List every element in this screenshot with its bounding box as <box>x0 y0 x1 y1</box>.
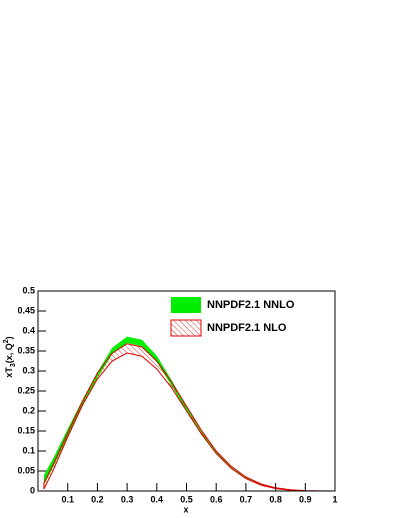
y-tick-label: 0.5 <box>22 285 35 295</box>
y-tick-label: 0.3 <box>22 365 35 375</box>
x-tick-label: 1 <box>332 494 337 504</box>
legend-swatch <box>171 297 201 313</box>
band-area <box>43 343 336 492</box>
y-tick-label: 0.45 <box>17 305 35 315</box>
y-label-part: xT <box>4 367 14 378</box>
x-tick-label: 0.8 <box>269 494 282 504</box>
legend-swatch <box>170 319 202 337</box>
x-tick-label: 0.3 <box>121 494 134 504</box>
x-tick-label: 0.7 <box>240 494 253 504</box>
y-tick-label: 0.4 <box>22 325 35 335</box>
y-tick-label: 0.25 <box>17 385 35 395</box>
y-axis-label: xT3(x, Q2) <box>3 336 17 377</box>
x-tick-label: 0.1 <box>61 494 74 504</box>
y-tick-label: 0.05 <box>17 465 35 475</box>
y-tick-label: 0.15 <box>17 425 35 435</box>
y-tick-label: 0.35 <box>17 345 35 355</box>
x-tick-label: 0.5 <box>180 494 193 504</box>
x-tick-label: 0.6 <box>210 494 223 504</box>
y-label-part: (x, Q <box>4 343 14 363</box>
y-label-part: ) <box>4 336 14 339</box>
legend-label: NNPDF2.1 NNLO <box>207 299 295 311</box>
y-label-part: 3 <box>10 363 17 367</box>
y-tick-label: 0.1 <box>22 445 35 455</box>
y-tick-label: 0.2 <box>22 405 35 415</box>
x-axis-label: x <box>183 504 188 514</box>
x-tick-label: 0.9 <box>299 494 312 504</box>
legend-label: NNPDF2.1 NLO <box>207 322 287 334</box>
y-tick-label: 0 <box>30 485 35 495</box>
y-label-part: 2 <box>3 339 10 343</box>
x-tick-label: 0.2 <box>91 494 104 504</box>
x-tick-label: 0.4 <box>151 494 164 504</box>
